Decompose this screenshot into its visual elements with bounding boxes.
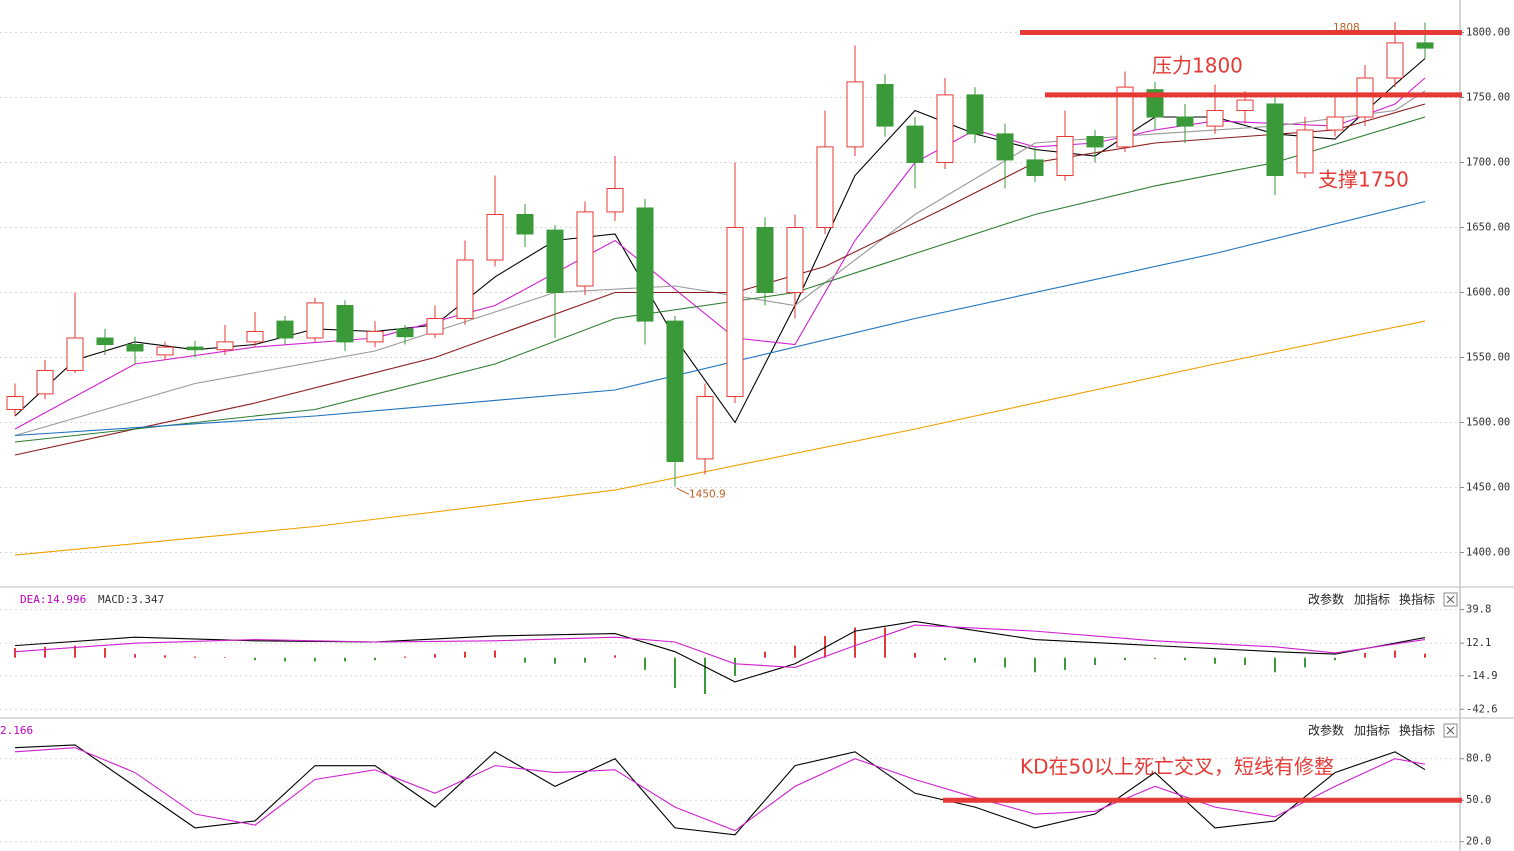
candle-body (396, 328, 414, 338)
candle-body (306, 302, 324, 339)
y-tick-label: 80.0 (1466, 753, 1491, 765)
button[interactable]: 改参数 (1308, 723, 1344, 738)
candle-body (1116, 86, 1134, 148)
candle-body (906, 125, 924, 163)
button[interactable]: 加指标 (1354, 723, 1390, 738)
indicator-line (14, 747, 1426, 832)
candle-body (126, 344, 144, 352)
candle-body (996, 133, 1014, 161)
toolbar: 改参数 加指标 换指标 改参数 加指标 换指标 (1308, 592, 1458, 738)
candle-body (966, 94, 984, 135)
indicator-line (14, 116, 1426, 443)
candle-body (606, 188, 624, 213)
candle-body (1386, 42, 1404, 79)
candle-body (576, 211, 594, 287)
candle-body (546, 229, 564, 294)
close-button[interactable] (1443, 723, 1458, 738)
y-tick-label: -14.9 (1466, 670, 1498, 682)
candle-body (1086, 136, 1104, 148)
indicator-line (14, 620, 1426, 683)
y-tick-label: 50.0 (1466, 794, 1491, 806)
candle-body (1296, 129, 1314, 174)
candle-body (456, 259, 474, 319)
candle-body (366, 331, 384, 343)
candle-body (276, 320, 294, 339)
candle-body (726, 227, 744, 397)
y-tick-label: 1600.00 (1466, 287, 1510, 299)
y-tick-label: 20.0 (1466, 836, 1491, 848)
candle-body (1056, 136, 1074, 176)
candle-body (1416, 42, 1434, 49)
indicator-label: 2.166 (0, 724, 33, 737)
indicator-label: DEA:14.996 (20, 593, 86, 606)
candle-body (876, 84, 894, 127)
y-tick-label: 1700.00 (1466, 157, 1510, 169)
indicator-line (14, 90, 1426, 437)
indicator-label: MACD:3.347 (98, 593, 164, 606)
indicator-line (14, 744, 1426, 836)
annotation: 压力1800 (1152, 54, 1243, 78)
annotation: 支撑1750 (1318, 168, 1409, 192)
candle-body (6, 396, 24, 410)
y-tick-label: 1500.00 (1466, 417, 1510, 429)
candle-body (186, 346, 204, 351)
candle-body (336, 305, 354, 343)
button[interactable]: 换指标 (1399, 723, 1435, 738)
low-label: 1450.9 (689, 488, 726, 500)
indicator-line (14, 320, 1426, 556)
candle-body (936, 94, 954, 163)
pointer (676, 487, 690, 495)
candle-body (156, 346, 174, 356)
button[interactable]: 换指标 (1399, 592, 1435, 607)
candle-body (786, 227, 804, 293)
candle-body (36, 370, 54, 395)
candle-body (1176, 116, 1194, 127)
candle-body (66, 337, 84, 371)
y-tick-label: -42.6 (1466, 703, 1498, 715)
button[interactable]: 改参数 (1308, 592, 1344, 607)
y-tick-label: 12.1 (1466, 637, 1491, 649)
candle-body (846, 81, 864, 148)
y-tick-label: 1800.00 (1466, 27, 1510, 39)
high-label: 1808 (1333, 22, 1360, 34)
candle-body (1206, 110, 1224, 127)
candle-body (696, 396, 714, 460)
candle-body (516, 214, 534, 235)
candle-body (666, 320, 684, 462)
candle-body (216, 341, 234, 351)
candle-body (246, 331, 264, 343)
indicator-line (14, 103, 1426, 456)
candle-body (1356, 77, 1374, 118)
indicator-line (14, 624, 1426, 668)
y-tick-label: 39.8 (1466, 604, 1491, 616)
candle-body (1026, 159, 1044, 176)
candle-body (636, 207, 654, 322)
y-tick-label: 1750.00 (1466, 92, 1510, 104)
annotation: KD在50以上死亡交叉，短线有修整 (1020, 755, 1334, 779)
candle-body (1326, 116, 1344, 131)
y-tick-label: 1550.00 (1466, 352, 1510, 364)
candle-body (756, 227, 774, 293)
candle-body (1236, 99, 1254, 111)
candle-body (426, 318, 444, 335)
y-tick-label: 1450.00 (1466, 482, 1510, 494)
button[interactable]: 加指标 (1354, 592, 1390, 607)
y-tick-label: 1650.00 (1466, 222, 1510, 234)
candle-body (816, 146, 834, 228)
y-tick-label: 1400.00 (1466, 547, 1510, 559)
candle-body (96, 337, 114, 345)
candle-body (1266, 103, 1284, 176)
indicator-line (14, 200, 1426, 437)
close-button[interactable] (1443, 592, 1458, 607)
candle-body (486, 214, 504, 261)
